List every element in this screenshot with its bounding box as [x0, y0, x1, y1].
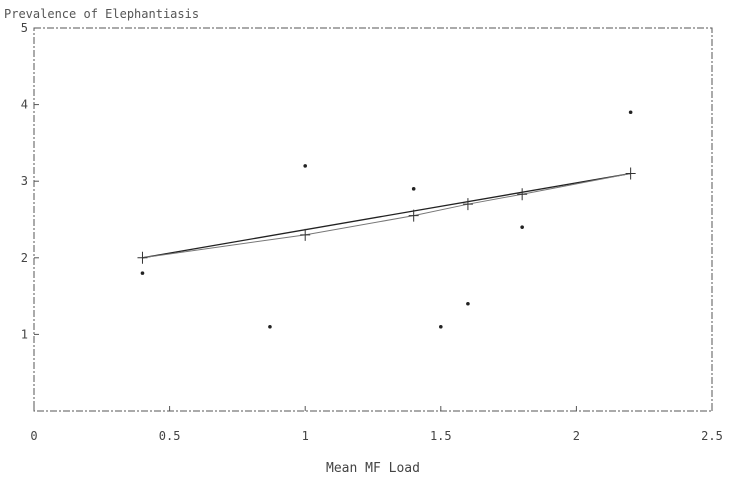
fitted-point-marker: [625, 167, 636, 180]
data-point: [303, 164, 308, 168]
x-tick-label: 1: [302, 429, 309, 443]
y-tick-label: 4: [21, 98, 28, 112]
regression-line: [142, 172, 631, 259]
data-point: [140, 271, 145, 275]
axes-ticks: 0 0.5 1 1.5 2 2.5 1 2 3 4 5: [21, 21, 723, 443]
fitted-point-marker: [300, 228, 311, 241]
fit-line-group: [137, 167, 636, 264]
y-tick-label: 1: [21, 327, 28, 341]
fitted-point-marker: [408, 209, 419, 222]
fitted-point-marker: [462, 198, 473, 211]
fitted-point-marker: [137, 251, 148, 264]
x-tick-label: 1.5: [430, 429, 452, 443]
plot-frame: [33, 27, 713, 412]
data-point: [466, 301, 470, 306]
data-point: [268, 324, 272, 329]
x-tick-label: 2.5: [701, 429, 723, 443]
x-axis-label: Mean MF Load: [326, 461, 420, 476]
scatter-points: [140, 110, 633, 329]
fitted-curve: [142, 173, 631, 259]
y-tick-label: 2: [21, 251, 28, 265]
fitted-point-marker: [517, 188, 528, 201]
data-point: [439, 324, 443, 329]
data-point: [411, 187, 416, 191]
y-tick-label: 5: [21, 21, 28, 35]
x-tick-label: 0.5: [159, 429, 181, 443]
data-point: [520, 225, 524, 229]
chart-title: Prevalence of Elephantiasis: [4, 7, 199, 21]
data-point: [628, 110, 633, 115]
y-tick-label: 3: [21, 174, 28, 188]
x-tick-label: 0: [30, 429, 37, 443]
x-tick-label: 2: [573, 429, 580, 443]
